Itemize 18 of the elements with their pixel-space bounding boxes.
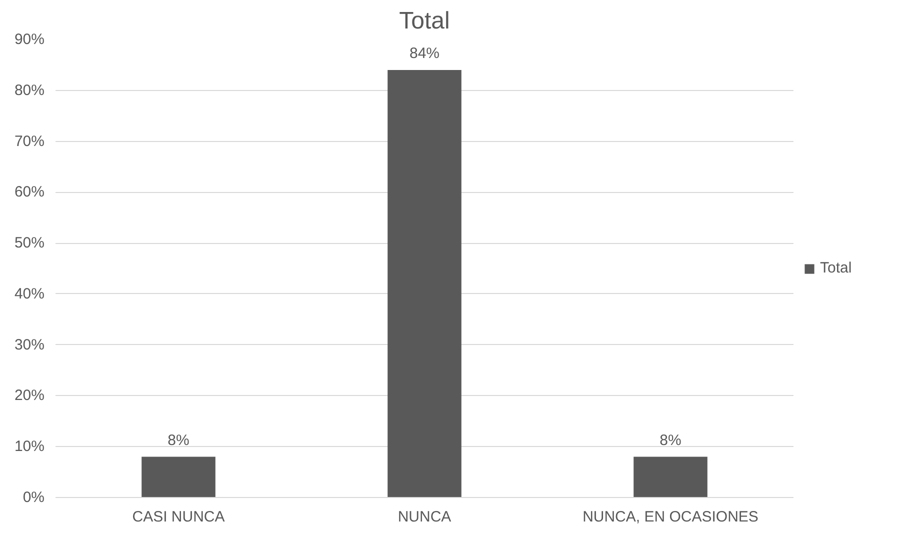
y-tick-label: 10% [14, 438, 45, 456]
x-tick-label: NUNCA, EN OCASIONES [582, 508, 758, 526]
y-tick-label: 20% [14, 387, 45, 404]
y-tick-label: 40% [14, 285, 45, 302]
y-tick-label: 60% [14, 184, 45, 201]
x-tick-label: CASI NUNCA [132, 508, 225, 526]
y-tick-label: 30% [14, 336, 45, 354]
data-label: 8% [168, 432, 190, 449]
y-tick-label: 0% [22, 489, 45, 506]
data-label: 84% [409, 45, 440, 62]
chart-title: Total [399, 8, 450, 34]
legend-label: Total [820, 260, 852, 276]
y-tick-label: 50% [14, 234, 45, 252]
y-tick-label: 70% [14, 132, 45, 150]
y-tick-label: 90% [14, 31, 45, 48]
data-label: 8% [660, 432, 682, 449]
x-tick-label: NUNCA [398, 508, 452, 526]
y-tick-label: 80% [14, 82, 45, 99]
